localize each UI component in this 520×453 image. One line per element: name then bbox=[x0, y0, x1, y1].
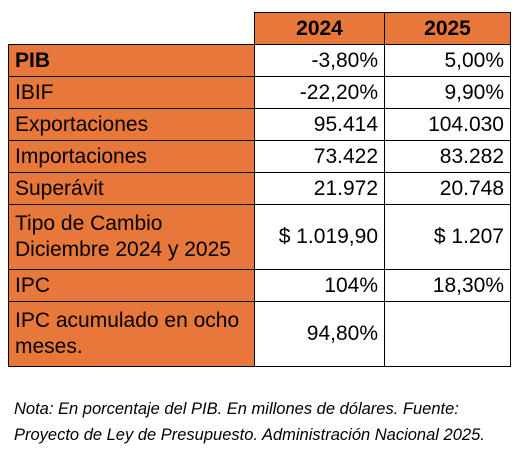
row-value-2024: -22,20% bbox=[254, 76, 385, 109]
source-note: Nota: En porcentaje del PIB. En millones… bbox=[14, 396, 514, 448]
row-value-2025: $ 1.207 bbox=[384, 204, 511, 270]
header-blank-cell bbox=[8, 12, 255, 45]
table-row-tipo-de-cambio: Tipo de Cambio Diciembre 2024 y 2025 $ 1… bbox=[8, 204, 511, 270]
row-label: Importaciones bbox=[8, 140, 255, 173]
row-value-2024: 94,80% bbox=[254, 301, 385, 367]
table-row-importaciones: Importaciones 73.422 83.282 bbox=[8, 140, 511, 173]
note-line-2: Proyecto de Ley de Presupuesto. Administ… bbox=[14, 426, 485, 444]
row-label: PIB bbox=[8, 44, 255, 77]
table-row-ipc-acumulado: IPC acumulado en ocho meses. 94,80% bbox=[8, 301, 511, 367]
row-label: IBIF bbox=[8, 76, 255, 109]
header-2025: 2025 bbox=[384, 12, 511, 45]
row-value-2024: 21.972 bbox=[254, 172, 385, 205]
row-value-2025 bbox=[384, 301, 511, 367]
header-2024: 2024 bbox=[254, 12, 385, 45]
row-value-2025: 20.748 bbox=[384, 172, 511, 205]
row-label: Superávit bbox=[8, 172, 255, 205]
table-row-superavit: Superávit 21.972 20.748 bbox=[8, 172, 511, 205]
table-row-pib: PIB -3,80% 5,00% bbox=[8, 44, 511, 77]
data-table-container: 2024 2025 PIB -3,80% 5,00% IBIF -22,20% … bbox=[8, 12, 511, 367]
note-line-1: Nota: En porcentaje del PIB. En millones… bbox=[14, 400, 459, 418]
row-value-2025: 104.030 bbox=[384, 108, 511, 141]
row-value-2025: 5,00% bbox=[384, 44, 511, 77]
row-label: IPC acumulado en ocho meses. bbox=[8, 301, 255, 367]
row-value-2024: -3,80% bbox=[254, 44, 385, 77]
table-row-exportaciones: Exportaciones 95.414 104.030 bbox=[8, 108, 511, 141]
row-label: IPC bbox=[8, 269, 255, 302]
table-header-row: 2024 2025 bbox=[8, 12, 511, 45]
economic-indicators-table: 2024 2025 PIB -3,80% 5,00% IBIF -22,20% … bbox=[8, 12, 511, 367]
row-value-2025: 9,90% bbox=[384, 76, 511, 109]
row-value-2025: 18,30% bbox=[384, 269, 511, 302]
row-value-2024: $ 1.019,90 bbox=[254, 204, 385, 270]
row-label: Exportaciones bbox=[8, 108, 255, 141]
row-value-2024: 73.422 bbox=[254, 140, 385, 173]
table-row-ibif: IBIF -22,20% 9,90% bbox=[8, 76, 511, 109]
table-row-ipc: IPC 104% 18,30% bbox=[8, 269, 511, 302]
row-value-2025: 83.282 bbox=[384, 140, 511, 173]
row-label: Tipo de Cambio Diciembre 2024 y 2025 bbox=[8, 204, 255, 270]
row-value-2024: 95.414 bbox=[254, 108, 385, 141]
row-value-2024: 104% bbox=[254, 269, 385, 302]
